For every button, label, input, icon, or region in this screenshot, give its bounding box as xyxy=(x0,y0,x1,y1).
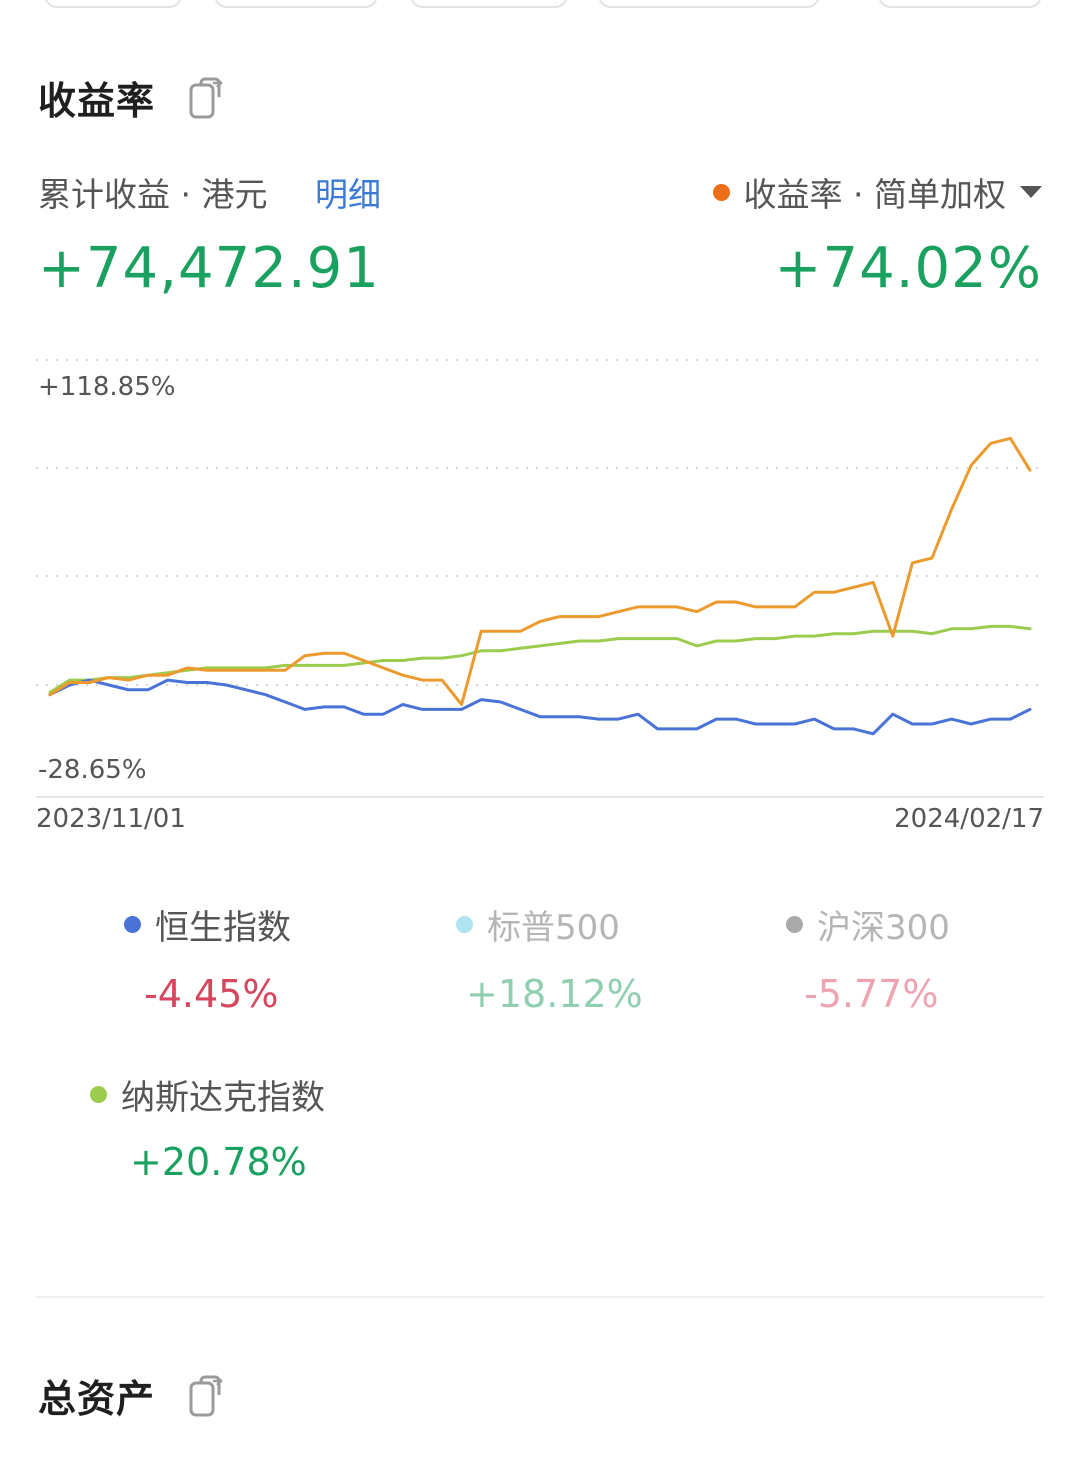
cumulative-value: +74,472.91 xyxy=(38,236,380,301)
filter-chip[interactable] xyxy=(214,0,378,8)
x-start-label: 2023/11/01 xyxy=(36,804,186,834)
y-min-label: -28.65% xyxy=(38,755,147,785)
filter-chip[interactable] xyxy=(410,0,568,8)
detail-link[interactable]: 明细 xyxy=(315,175,381,214)
return-type-label: 收益率 · 简单加权 xyxy=(743,175,1006,214)
returns-chart[interactable]: +118.85% -28.65% 2023/11/01 2024/02/17 xyxy=(0,340,1080,860)
legend-dot-icon xyxy=(90,1086,107,1103)
legend-value: +20.78% xyxy=(130,1140,307,1184)
legend-dot-icon xyxy=(456,916,473,933)
orange-dot-icon xyxy=(712,183,730,201)
legend-item-csi300[interactable]: 沪深300 -5.77% xyxy=(786,900,1080,1016)
nasdaq-return-line xyxy=(48,624,1032,694)
x-end-label: 2024/02/17 xyxy=(894,804,1044,834)
total-assets-section-header: 总资产 xyxy=(38,1368,227,1423)
share-icon[interactable] xyxy=(187,75,227,121)
cumulative-label: 累计收益 · 港元 xyxy=(38,175,268,214)
legend-dot-icon xyxy=(786,916,803,933)
filter-chip[interactable] xyxy=(44,0,182,8)
legend-value: -4.45% xyxy=(144,972,279,1016)
returns-chart-svg: +118.85% -28.65% 2023/11/01 2024/02/17 xyxy=(36,359,1044,834)
returns-subheader: 累计收益 · 港元 明细 收益率 · 简单加权 xyxy=(38,168,1042,218)
y-max-label: +118.85% xyxy=(38,372,175,402)
return-rate-value: +74.02% xyxy=(774,236,1042,301)
filter-chip[interactable] xyxy=(878,0,1042,8)
legend-value: +18.12% xyxy=(466,972,643,1016)
returns-section-header: 收益率 xyxy=(38,70,227,125)
legend-value: -5.77% xyxy=(804,972,939,1016)
legend-name: 标普500 xyxy=(487,908,620,948)
legend-item-sp500[interactable]: 标普500 +18.12% xyxy=(456,900,756,1016)
caret-down-icon xyxy=(1020,186,1042,198)
legend-name: 纳斯达克指数 xyxy=(121,1078,325,1118)
legend-name: 沪深300 xyxy=(817,908,950,948)
section-title: 收益率 xyxy=(38,79,156,123)
legend-dot-icon xyxy=(124,916,141,933)
portfolio-return-line xyxy=(48,436,1032,706)
legend-item-nasdaq[interactable]: 纳斯达克指数 +20.78% xyxy=(90,1070,390,1184)
legend-name: 恒生指数 xyxy=(155,908,291,948)
filter-chip[interactable] xyxy=(598,0,820,8)
hsi-return-line xyxy=(48,678,1032,736)
section-divider xyxy=(36,1296,1044,1298)
section-title: 总资产 xyxy=(38,1377,156,1421)
share-icon[interactable] xyxy=(187,1373,227,1419)
legend-item-hsi[interactable]: 恒生指数 -4.45% xyxy=(124,900,424,1016)
return-type-dropdown[interactable]: 收益率 · 简单加权 xyxy=(712,168,1042,216)
filter-chip-row xyxy=(0,0,1080,8)
